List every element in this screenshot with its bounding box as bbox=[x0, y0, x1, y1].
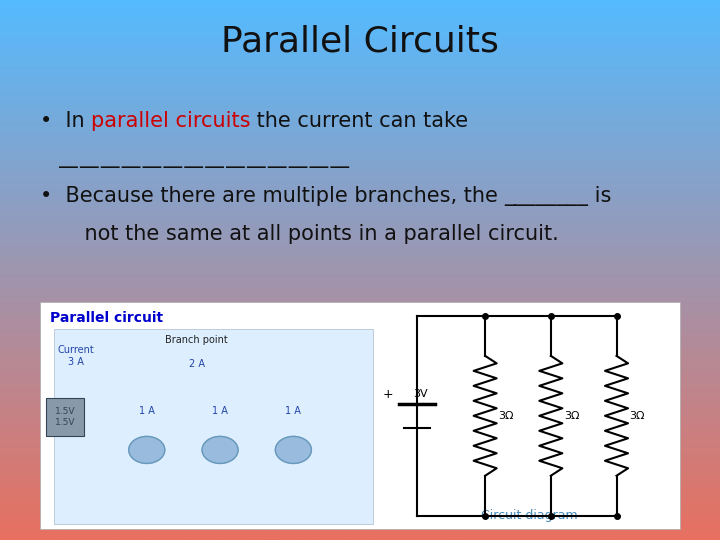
Text: ________: ________ bbox=[504, 186, 588, 206]
Text: parallel circuits: parallel circuits bbox=[91, 111, 251, 131]
Text: Parallel circuit: Parallel circuit bbox=[50, 310, 163, 325]
Text: •  In: • In bbox=[40, 111, 91, 131]
Text: the current can take: the current can take bbox=[251, 111, 469, 131]
Circle shape bbox=[129, 436, 165, 463]
Text: Parallel Circuits: Parallel Circuits bbox=[221, 24, 499, 58]
FancyBboxPatch shape bbox=[54, 329, 373, 524]
Text: 3Ω: 3Ω bbox=[564, 411, 580, 421]
Text: not the same at all points in a parallel circuit.: not the same at all points in a parallel… bbox=[58, 224, 558, 244]
Text: 1 A: 1 A bbox=[285, 406, 301, 416]
Text: 3Ω: 3Ω bbox=[498, 411, 513, 421]
Circle shape bbox=[275, 436, 311, 463]
Text: Current
3 A: Current 3 A bbox=[57, 345, 94, 367]
Text: 1.5V
1.5V: 1.5V 1.5V bbox=[55, 407, 75, 427]
FancyBboxPatch shape bbox=[40, 302, 680, 529]
Text: 2 A: 2 A bbox=[189, 360, 204, 369]
Text: 1 A: 1 A bbox=[212, 406, 228, 416]
Circle shape bbox=[202, 436, 238, 463]
Text: ——————————————: —————————————— bbox=[58, 157, 350, 177]
Text: Branch point: Branch point bbox=[166, 335, 228, 345]
Text: •  Because there are multiple branches, the: • Because there are multiple branches, t… bbox=[40, 186, 504, 206]
Text: +: + bbox=[382, 388, 393, 401]
Text: 3V: 3V bbox=[413, 388, 428, 399]
Text: 1 A: 1 A bbox=[139, 406, 155, 416]
Text: is: is bbox=[588, 186, 611, 206]
Text: Circuit diagram: Circuit diagram bbox=[482, 509, 578, 522]
Text: 3Ω: 3Ω bbox=[629, 411, 645, 421]
